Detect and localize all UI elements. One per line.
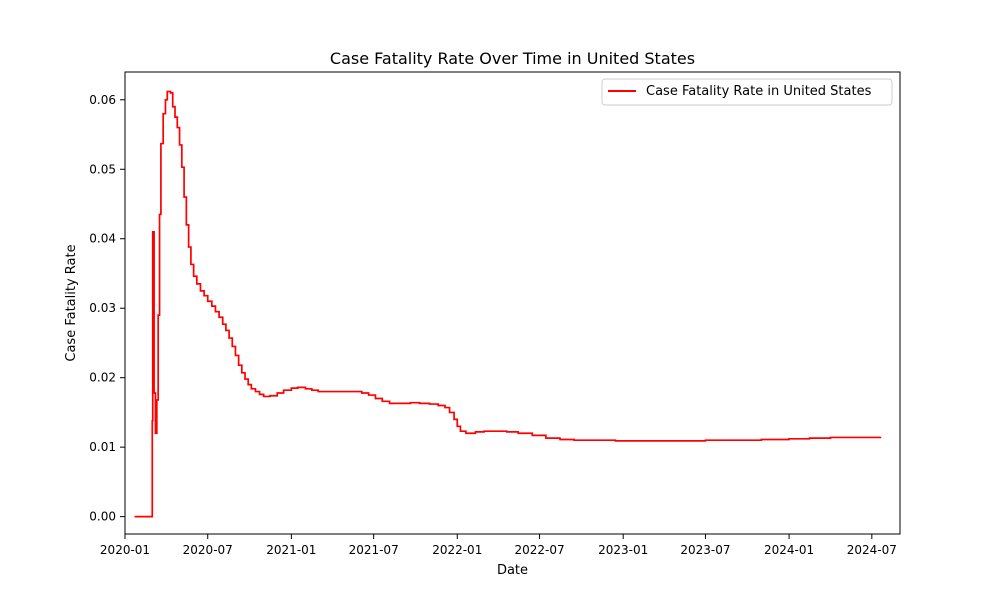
legend-entry: Case Fatality Rate in United States [646,84,872,99]
plot-area [125,72,900,534]
x-tick-label: 2020-07 [183,543,233,557]
x-tick-label: 2022-07 [514,543,564,557]
y-tick-label: 0.05 [89,162,116,176]
y-tick-label: 0.00 [89,510,116,524]
y-axis-ticks: 0.00 0.01 0.02 0.03 0.04 0.05 0.06 [89,93,125,524]
x-tick-label: 2021-01 [266,543,316,557]
y-tick-label: 0.01 [89,440,116,454]
legend-box [601,78,893,106]
series-line [134,90,882,518]
y-tick-label: 0.03 [89,301,116,315]
y-tick-label: 0.04 [89,232,116,246]
x-axis-ticks: 2020-01 2020-07 2021-01 2021-07 2022-01 2022-… [100,534,897,557]
y-tick-label: 0.02 [89,371,116,385]
x-tick-label: 2021-07 [349,543,399,557]
x-tick-label: 2023-01 [598,543,648,557]
chart-title: Case Fatality Rate Over Time in United S… [330,49,695,68]
x-tick-label: 2024-07 [847,543,897,557]
y-axis-label: Case Fatality Rate [64,244,79,361]
x-axis-label: Date [497,563,528,578]
x-tick-label: 2023-07 [680,543,730,557]
x-tick-label: 2022-01 [432,543,482,557]
y-tick-label: 0.06 [89,93,116,107]
series-group [134,90,882,518]
legend: Case Fatality Rate in United States [601,78,893,106]
plot-frame [124,71,901,535]
x-tick-label: 2024-01 [764,543,814,557]
x-tick-label: 2020-01 [100,543,150,557]
